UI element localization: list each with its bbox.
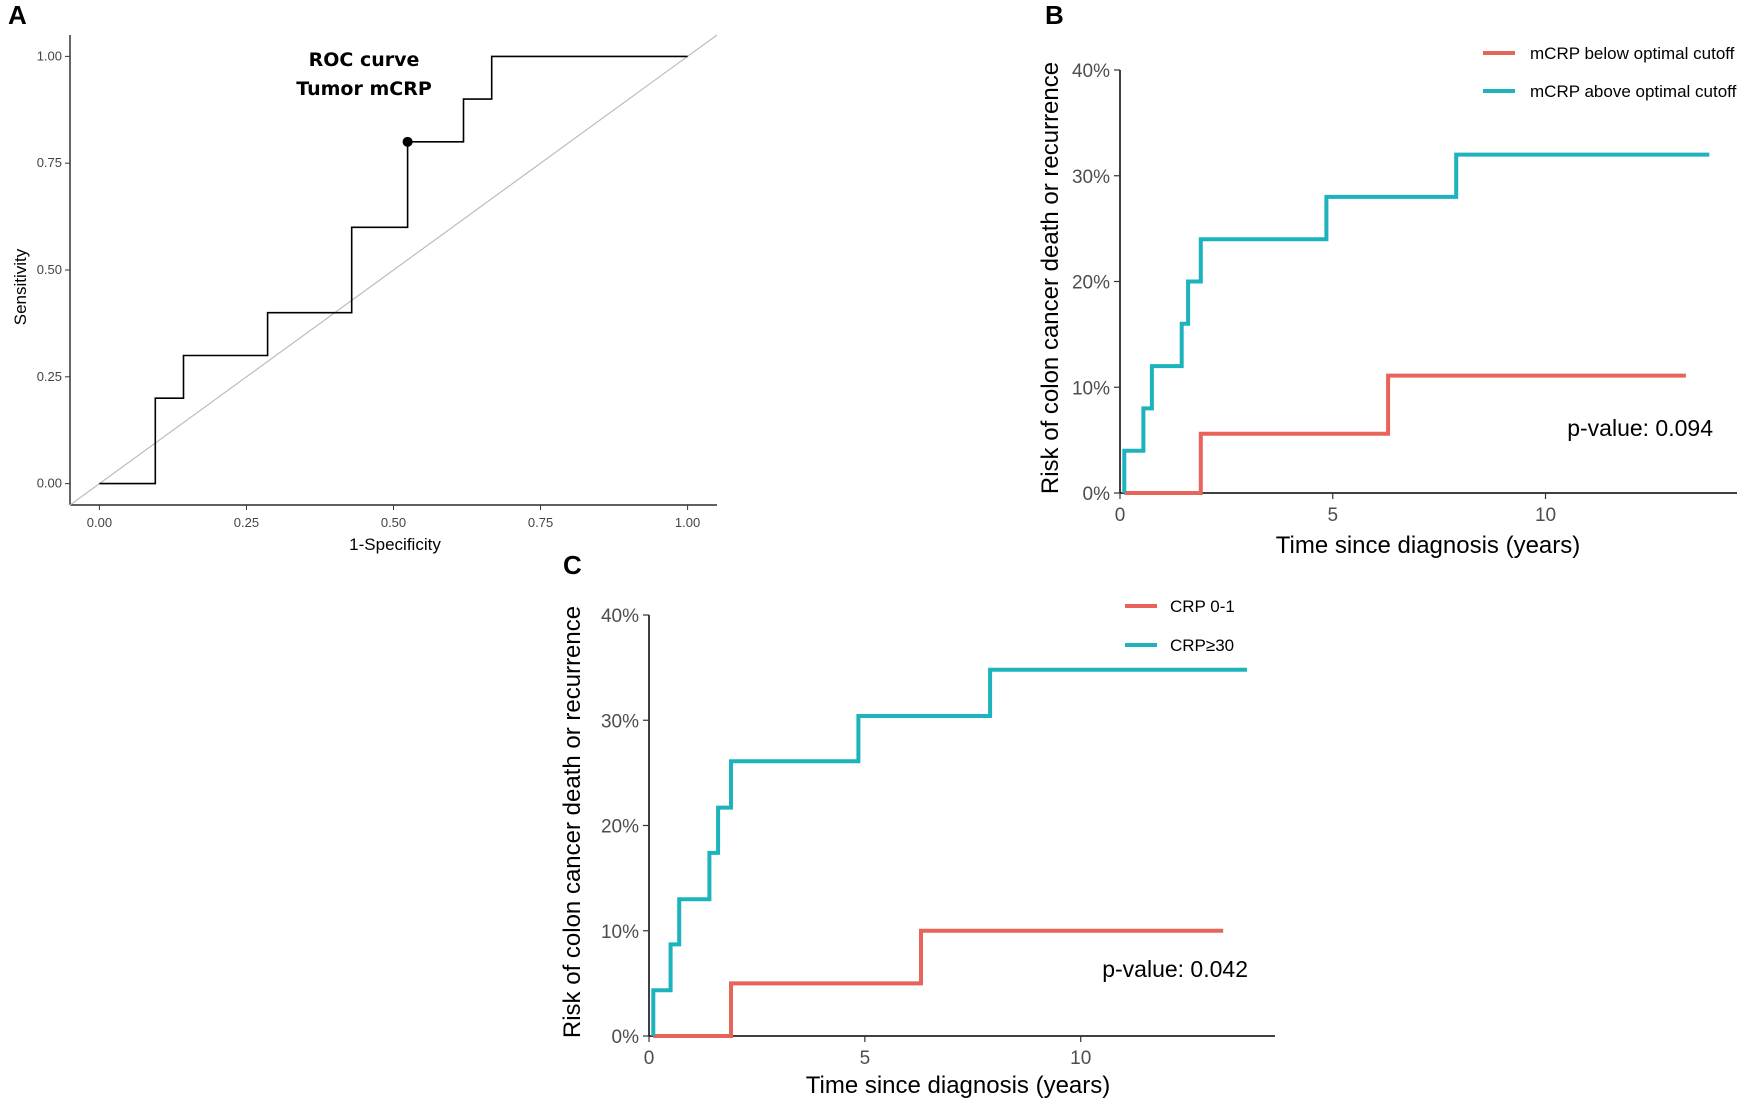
chart-c-y-tick-label: 30% <box>601 711 639 732</box>
chart-c-p-value: p-value: 0.042 <box>1102 956 1248 982</box>
chart-b-y-tick-label: 0% <box>1083 484 1111 505</box>
chart-b-x-axis-label: Time since diagnosis (years) <box>1276 532 1581 559</box>
roc-x-tick-label: 0.00 <box>87 515 112 530</box>
chart-c-y-tick-label: 20% <box>601 817 639 838</box>
chart-b-x-tick-label: 5 <box>1327 505 1338 526</box>
chart-c-x-tick-label: 5 <box>860 1048 871 1069</box>
roc-x-tick-label: 0.50 <box>381 515 406 530</box>
roc-chart: 0.00 0.25 0.50 0.75 1.00 0.00 0.25 0.50 0.75 1.00… <box>11 34 718 554</box>
roc-y-tick-label: 0.75 <box>37 155 62 170</box>
panel-letter-a: A <box>8 0 27 30</box>
panel-letter-c: C <box>563 550 582 580</box>
chart-c-x-tick-label: 0 <box>644 1048 655 1069</box>
chart-b-legend: mCRP below optimal cutoff mCRP above opt… <box>1483 44 1737 101</box>
roc-x-tick-label: 0.25 <box>234 515 259 530</box>
chart-c-x-axis-label: Time since diagnosis (years) <box>806 1072 1111 1099</box>
chart-b-legend-label-above: mCRP above optimal cutoff <box>1530 82 1737 101</box>
roc-x-axis-label: 1-Specificity <box>349 535 441 554</box>
chart-b-p-value: p-value: 0.094 <box>1567 415 1713 441</box>
chart-b-series-teal-line <box>1122 152 1710 493</box>
chart-c-series-teal-line <box>651 667 1247 1036</box>
roc-title: ROC curve <box>309 49 420 71</box>
chart-c-legend-label-crp-high: CRP≥30 <box>1170 636 1234 655</box>
chart-b-series-red-line <box>1124 373 1686 495</box>
chart-c-legend: CRP 0-1 CRP≥30 <box>1125 597 1235 655</box>
roc-y-tick-label: 0.50 <box>37 262 62 277</box>
chart-b-y-tick-label: 30% <box>1072 167 1110 188</box>
roc-diagonal-reference <box>69 34 718 506</box>
roc-y-tick-label: 0.25 <box>37 369 62 384</box>
roc-y-axis-label: Sensitivity <box>11 248 30 325</box>
roc-subtitle: Tumor mCRP <box>296 78 432 100</box>
roc-y-tick-label: 0.00 <box>37 476 62 491</box>
chart-c-x-tick-label: 10 <box>1070 1048 1091 1069</box>
panel-letter-b: B <box>1045 0 1064 30</box>
roc-x-tick-label: 0.75 <box>528 515 553 530</box>
chart-c-series-red-line <box>653 928 1224 1038</box>
risk-chart-b: 0 5 10 0% 10% 20% 30% 40% Time since diagnosis … <box>1037 44 1737 559</box>
chart-c-y-tick-label: 40% <box>601 606 639 627</box>
chart-b-y-axis-label: Risk of colon cancer death or recurrence <box>1037 62 1064 494</box>
roc-optimal-point <box>402 136 413 147</box>
chart-b-legend-label-below: mCRP below optimal cutoff <box>1530 44 1735 63</box>
chart-c-y-tick-label: 10% <box>601 922 639 943</box>
risk-chart-c: 0 5 10 0% 10% 20% 30% 40% Time since diagnosis … <box>559 597 1275 1099</box>
roc-curve <box>99 55 688 485</box>
chart-b-y-tick-label: 20% <box>1072 273 1110 294</box>
chart-b-y-tick-label: 40% <box>1072 61 1110 82</box>
chart-c-legend-label-crp-low: CRP 0-1 <box>1170 597 1235 616</box>
chart-c-y-tick-label: 0% <box>612 1027 640 1048</box>
roc-x-tick-label: 1.00 <box>675 515 700 530</box>
chart-c-y-axis-label: Risk of colon cancer death or recurrence <box>559 606 586 1038</box>
chart-b-x-tick-label: 0 <box>1115 505 1126 526</box>
roc-y-tick-label: 1.00 <box>37 48 62 63</box>
chart-b-x-tick-label: 10 <box>1535 505 1556 526</box>
chart-b-y-tick-label: 10% <box>1072 378 1110 399</box>
